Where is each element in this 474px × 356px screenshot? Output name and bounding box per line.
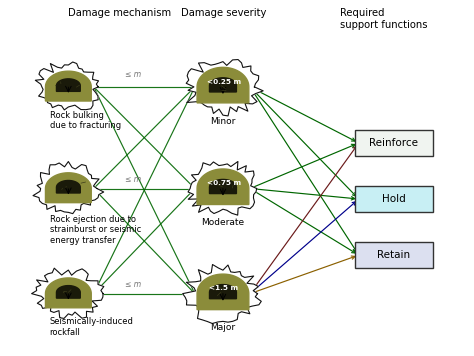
Text: ≤ m: ≤ m [125,281,141,289]
Polygon shape [210,179,237,194]
Text: Rock ejection due to
strainburst or seismic
energy transfer: Rock ejection due to strainburst or seis… [50,215,141,245]
Text: Damage severity: Damage severity [181,8,266,18]
Polygon shape [197,67,249,103]
Polygon shape [56,79,80,91]
Polygon shape [188,162,256,215]
Polygon shape [46,71,91,101]
Text: Damage mechanism: Damage mechanism [68,8,172,18]
Polygon shape [197,169,249,204]
Polygon shape [210,78,237,92]
Text: Hold: Hold [382,194,406,204]
Text: Rock bulking
due to fracturing: Rock bulking due to fracturing [50,111,121,130]
Text: Moderate: Moderate [201,218,245,227]
Text: Required
support functions: Required support functions [340,8,428,30]
Polygon shape [46,278,91,308]
Polygon shape [35,62,99,110]
Polygon shape [197,274,249,310]
Text: ≤ m: ≤ m [125,70,141,79]
Polygon shape [56,180,80,193]
Text: Major: Major [210,324,236,333]
Text: Reinforce: Reinforce [369,138,419,148]
FancyBboxPatch shape [356,130,433,156]
Text: <0.75 m: <0.75 m [207,180,241,186]
Text: Minor: Minor [210,117,236,126]
FancyBboxPatch shape [356,186,433,212]
Polygon shape [33,162,104,214]
Text: <0.25 m: <0.25 m [207,79,241,85]
Polygon shape [56,286,80,298]
Text: Retain: Retain [377,250,410,260]
Polygon shape [46,173,91,203]
Polygon shape [32,268,104,318]
Text: Seismically-induced
rockfall: Seismically-induced rockfall [50,318,134,337]
Polygon shape [210,284,237,299]
Polygon shape [182,265,261,324]
Text: <1.5 m: <1.5 m [210,286,238,292]
Polygon shape [186,59,263,116]
FancyBboxPatch shape [356,242,433,268]
Text: ≤ m: ≤ m [125,175,141,184]
